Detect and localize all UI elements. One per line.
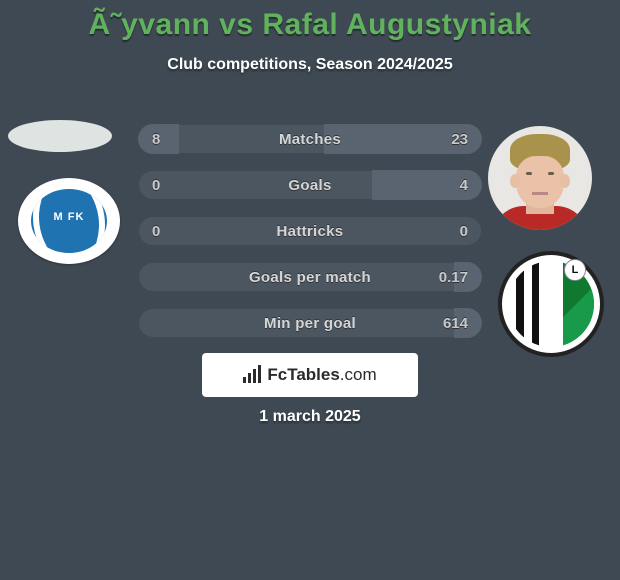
- stat-value-right: 0: [460, 216, 468, 246]
- stat-value-right: 0.17: [439, 262, 468, 292]
- player-right-photo: [488, 126, 592, 230]
- stat-row: Min per goal 614: [138, 308, 482, 338]
- brand-text: FcTables.com: [267, 365, 376, 385]
- page-title: Ã˜yvann vs Rafal Augustyniak: [0, 0, 620, 42]
- stat-label: Hattricks: [138, 216, 482, 246]
- stat-value-right: 614: [443, 308, 468, 338]
- brand-card: FcTables.com: [202, 353, 418, 397]
- club-right-letter: [564, 259, 586, 281]
- club-left-badge: M FK: [18, 178, 120, 264]
- stat-label: Matches: [138, 124, 482, 154]
- stat-row: 8 Matches 23: [138, 124, 482, 154]
- stats-panel: 8 Matches 23 0 Goals 4 0 Hattricks 0 Goa…: [138, 124, 482, 354]
- bar-chart-icon: [243, 367, 261, 383]
- stat-row: Goals per match 0.17: [138, 262, 482, 292]
- stat-value-right: 4: [460, 170, 468, 200]
- subtitle: Club competitions, Season 2024/2025: [0, 56, 620, 74]
- stat-label: Min per goal: [138, 308, 482, 338]
- date-text: 1 march 2025: [0, 408, 620, 426]
- club-left-text: M FK: [31, 211, 107, 223]
- club-right-badge: [498, 251, 604, 357]
- stat-label: Goals per match: [138, 262, 482, 292]
- stat-value-right: 23: [451, 124, 468, 154]
- player-left-photo: [8, 120, 112, 152]
- stat-label: Goals: [138, 170, 482, 200]
- stat-row: 0 Goals 4: [138, 170, 482, 200]
- stat-row: 0 Hattricks 0: [138, 216, 482, 246]
